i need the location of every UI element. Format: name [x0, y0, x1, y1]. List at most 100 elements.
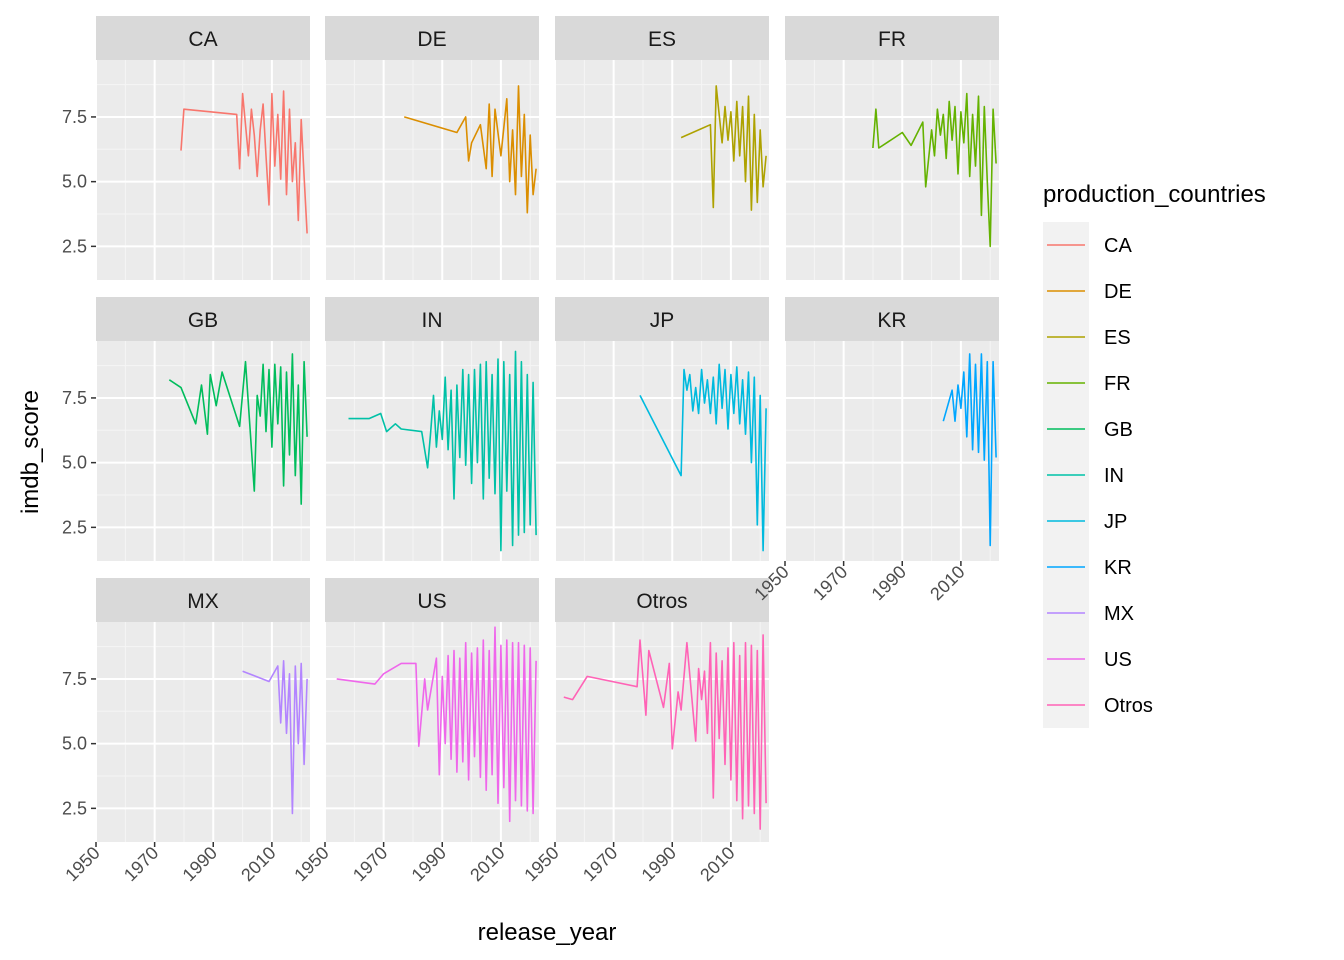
y-tick-label: 7.5: [62, 388, 87, 408]
facet-panel-jp: JP: [554, 297, 769, 561]
facet-strip-label: DE: [417, 28, 446, 51]
facet-strip: [96, 16, 310, 60]
x-tick-label: 1950: [61, 843, 103, 885]
panel-background: [785, 60, 999, 280]
legend-label: ES: [1104, 327, 1131, 349]
facet-strip: [96, 297, 310, 341]
series-line-in: [348, 350, 537, 552]
facet-strip: [785, 16, 999, 60]
series-line-mx: [242, 659, 308, 815]
facet-panel-otros: Otros: [554, 578, 769, 842]
facet-strip: [96, 578, 310, 622]
x-tick-label: 2010: [926, 562, 968, 604]
x-tick-label: 1990: [638, 843, 680, 885]
series-line-fr: [872, 92, 997, 248]
y-tick-label: 5.0: [62, 172, 87, 192]
legend-label: JP: [1104, 511, 1127, 533]
legend-entry-mx: MX: [1043, 590, 1134, 636]
facet-strip: [325, 297, 539, 341]
legend-label: US: [1104, 649, 1132, 671]
facet-panel-mx: MX: [95, 578, 310, 842]
panel-background: [96, 622, 310, 842]
y-tick-label: 2.5: [62, 517, 87, 537]
series-line-otros: [563, 634, 767, 830]
x-tick-label: 1970: [809, 562, 851, 604]
legend-label: FR: [1104, 373, 1131, 395]
x-tick-label: 1990: [868, 562, 910, 604]
legend-entry-gb: GB: [1043, 406, 1133, 452]
facet-strip-label: IN: [422, 309, 443, 332]
x-tick-label: 1950: [290, 843, 332, 885]
panel-background: [555, 341, 769, 561]
series-line-ca: [180, 90, 308, 234]
facet-panel-de: DE: [324, 16, 539, 280]
legend-entry-us: US: [1043, 636, 1132, 682]
facet-strip: [785, 297, 999, 341]
series-line-gb: [168, 353, 308, 505]
series-line-kr: [942, 353, 997, 547]
legend-entry-de: DE: [1043, 268, 1132, 314]
x-tick-label: 2010: [466, 843, 508, 885]
x-tick-label: 1970: [349, 843, 391, 885]
y-axes: 2.5 5.0 7.5 2.5 5.0 7.5 2.5 5.0 7.5: [62, 107, 96, 818]
x-axis-title: release_year: [478, 919, 617, 946]
legend-entry-es: ES: [1043, 314, 1131, 360]
facet-strip-label: FR: [878, 28, 906, 51]
y-tick-label: 5.0: [62, 734, 87, 754]
x-tick-label: 2010: [696, 843, 738, 885]
facet-panel-ca: CA: [95, 16, 310, 280]
legend-label: IN: [1104, 465, 1124, 487]
y-tick-label: 5.0: [62, 453, 87, 473]
y-tick-label: 7.5: [62, 107, 87, 127]
facet-strip-label: Otros: [636, 590, 687, 613]
legend-entry-fr: FR: [1043, 360, 1131, 406]
legend-label: Otros: [1104, 695, 1153, 717]
x-tick-label: 1990: [179, 843, 221, 885]
panel-background: [555, 60, 769, 280]
series-line-jp: [639, 363, 767, 552]
x-tick-label: 1970: [579, 843, 621, 885]
facet-panel-fr: FR: [784, 16, 999, 280]
facet-strip-label: GB: [188, 309, 218, 332]
legend-entry-kr: KR: [1043, 544, 1132, 590]
legend-label: GB: [1104, 419, 1133, 441]
legend-label: MX: [1104, 603, 1134, 625]
legend-entry-jp: JP: [1043, 498, 1127, 544]
facet-strip-label: CA: [188, 28, 217, 51]
facet-panel-kr: KR: [784, 297, 999, 561]
legend-title: production_countries: [1043, 181, 1266, 208]
legend-entry-otros: Otros: [1043, 682, 1153, 728]
y-tick-label: 7.5: [62, 669, 87, 689]
facet-strip-label: JP: [650, 309, 675, 332]
facet-strip-label: MX: [187, 590, 219, 613]
legend-entry-ca: CA: [1043, 222, 1132, 268]
legend-label: DE: [1104, 281, 1132, 303]
series-line-us: [336, 626, 537, 823]
series-line-de: [403, 85, 537, 214]
x-tick-label: 2010: [237, 843, 279, 885]
x-tick-label: 1990: [408, 843, 450, 885]
legend-label: CA: [1104, 235, 1132, 257]
legend-label: KR: [1104, 557, 1132, 579]
facet-strip-label: US: [417, 590, 446, 613]
panel-background: [325, 60, 539, 280]
series-line-es: [680, 85, 767, 211]
x-tick-label: 1970: [120, 843, 162, 885]
facet-strip: [555, 16, 769, 60]
legend: production_countries CA DE ES FR GB IN JP KR MX U…: [1043, 181, 1266, 728]
facet-strip: [555, 297, 769, 341]
facet-panel-us: US: [324, 578, 539, 842]
y-tick-label: 2.5: [62, 236, 87, 256]
x-tick-label: 1950: [520, 843, 562, 885]
facet-strip: [325, 16, 539, 60]
y-axis-title: imdb_score: [17, 390, 44, 514]
panel-background: [96, 60, 310, 280]
y-tick-label: 2.5: [62, 798, 87, 818]
facet-strip: [325, 578, 539, 622]
facet-strip: [555, 578, 769, 622]
facet-panel-gb: GB: [95, 297, 310, 561]
legend-entry-in: IN: [1043, 452, 1124, 498]
facet-panel-in: IN: [324, 297, 539, 561]
facet-strip-label: KR: [877, 309, 906, 332]
